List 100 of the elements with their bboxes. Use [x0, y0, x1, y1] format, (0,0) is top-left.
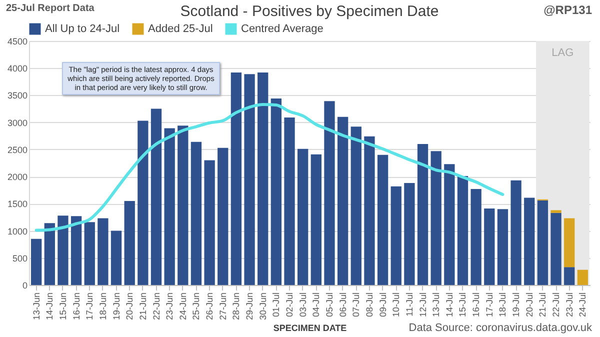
x-tick-label: 19-Jul	[511, 292, 522, 318]
bar	[138, 120, 148, 285]
bar	[284, 117, 295, 285]
y-tick-label: 4000	[7, 64, 28, 74]
bar	[364, 136, 375, 285]
y-tick-label: 3500	[7, 90, 28, 101]
x-tick-label: 15-Jul	[458, 292, 468, 318]
bar	[244, 74, 255, 285]
bar	[44, 223, 55, 285]
text: 25-Jul Report Data	[6, 3, 94, 14]
bar	[564, 267, 575, 285]
x-tick-label: 28-Jun	[231, 292, 242, 320]
y-tick-label: 500	[12, 253, 28, 264]
bar	[390, 186, 402, 285]
x-tick-label: 16-Jul	[471, 292, 482, 318]
x-tick-label: 17-Jun	[84, 292, 95, 320]
bar	[164, 128, 175, 285]
x-tick-label: 22-Jul	[551, 292, 562, 318]
y-tick-label: 2000	[7, 172, 28, 182]
bar	[470, 189, 482, 285]
y-tick-label: 4500	[7, 36, 28, 46]
bar	[178, 126, 188, 285]
legend-label: Centred Average	[241, 23, 324, 35]
x-tick-label: 22-Jun	[151, 292, 162, 320]
bar	[430, 151, 442, 285]
x-tick-label: 04-Jul	[311, 292, 322, 318]
source-note: Data Source: coronavirus.data.gov.uk	[408, 322, 592, 334]
x-tick-label: 14-Jul	[444, 292, 454, 318]
bar	[324, 101, 335, 285]
bar	[190, 142, 202, 285]
bar	[550, 210, 562, 213]
bar	[404, 183, 415, 285]
bar	[110, 230, 122, 285]
x-tick-label: 27-Jun	[218, 292, 228, 320]
bar	[564, 218, 575, 268]
bar	[444, 164, 455, 285]
text: @RP131	[544, 3, 592, 17]
x-tick-label: 21-Jul	[538, 292, 548, 318]
x-tick-label: 08-Jul	[364, 292, 374, 318]
x-tick-label: 25-Jun	[191, 292, 202, 320]
x-tick-label: 06-Jul	[338, 292, 348, 318]
bar	[31, 238, 42, 285]
bar	[230, 72, 242, 285]
x-tick-label: 23-Jul	[564, 292, 574, 318]
bar	[298, 148, 308, 285]
x-tick-label: 03-Jul	[298, 292, 308, 318]
bar	[550, 212, 562, 285]
bar	[484, 208, 495, 285]
chart-title: Scotland - Positives by Specimen Date	[180, 3, 439, 20]
legend-label: Added 25-Jul	[148, 23, 213, 35]
bar	[337, 116, 348, 285]
bar	[204, 160, 215, 285]
bar	[350, 126, 362, 285]
x-tick-label: 19-Jun	[111, 292, 122, 320]
y-tick-label: 3000	[7, 118, 28, 128]
x-tick-label: 12-Jul	[418, 292, 428, 318]
x-axis-title: SPECIMEN DATE	[273, 323, 347, 334]
x-tick-label: 18-Jun	[98, 292, 108, 320]
x-tick-label: 11-Jul	[404, 292, 414, 316]
y-tick-label: 2500	[7, 144, 28, 155]
bar	[537, 200, 548, 285]
x-tick-label: 26-Jun	[204, 292, 215, 320]
x-tick-label: 20-Jun	[124, 292, 135, 320]
bar	[417, 144, 428, 285]
legend-label: All Up to 24-Jul	[45, 23, 120, 35]
y-tick-label: 1500	[7, 199, 28, 210]
bar	[84, 222, 95, 285]
bar	[510, 180, 522, 285]
y-tick-label: 0	[22, 280, 28, 290]
bar	[258, 72, 268, 285]
x-tick-label: 13-Jul	[431, 292, 442, 318]
x-tick-label: 02-Jul	[284, 292, 295, 318]
x-tick-label: 24-Jun	[178, 292, 188, 320]
bar	[218, 148, 228, 285]
x-tick-label: 14-Jun	[44, 292, 55, 320]
x-tick-label: 20-Jul	[524, 292, 534, 318]
x-tick-label: 23-Jun	[164, 292, 175, 320]
bar	[310, 154, 322, 285]
x-tick-label: 07-Jul	[351, 292, 362, 318]
x-tick-label: 24-Jul	[578, 292, 588, 318]
x-tick-label: 29-Jun	[244, 292, 255, 320]
x-tick-label: 21-Jun	[138, 292, 148, 320]
bar	[497, 209, 508, 285]
x-tick-label: 16-Jun	[71, 292, 82, 320]
x-tick-label: 09-Jul	[378, 292, 388, 318]
line-series	[34, 102, 504, 232]
y-tick-label: 1000	[7, 226, 28, 236]
bar	[524, 198, 535, 285]
bar	[150, 108, 162, 285]
bar	[457, 176, 468, 285]
bar	[270, 98, 282, 285]
bar	[70, 216, 82, 285]
x-tick-label: 18-Jul	[498, 292, 508, 318]
x-tick-label: 13-Jun	[31, 292, 42, 320]
bar	[377, 154, 388, 285]
x-tick-label: 01-Jul	[271, 292, 282, 318]
x-tick-label: 15-Jun	[58, 292, 68, 320]
x-tick-label: 05-Jul	[324, 292, 334, 318]
x-tick-label: 30-Jun	[258, 292, 268, 320]
bar	[577, 270, 588, 285]
